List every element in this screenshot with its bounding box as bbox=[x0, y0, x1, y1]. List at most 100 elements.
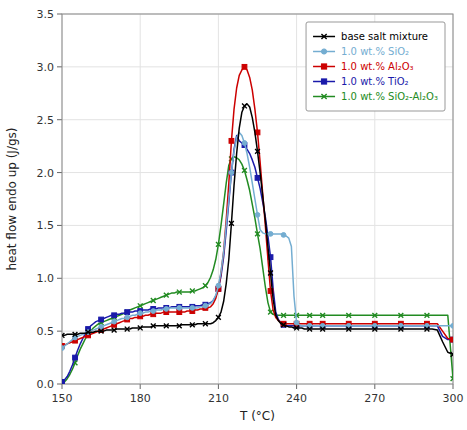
series-line bbox=[62, 132, 453, 348]
x-tick bbox=[62, 384, 63, 389]
series-marker bbox=[203, 303, 208, 308]
series-marker bbox=[294, 326, 299, 331]
series-marker bbox=[216, 315, 221, 320]
series-marker bbox=[203, 321, 208, 326]
y-tick-label: 3.0 bbox=[37, 61, 55, 74]
series-marker bbox=[164, 293, 169, 298]
x-tick bbox=[374, 384, 375, 389]
y-tick-label: 0.5 bbox=[37, 325, 55, 338]
series-marker bbox=[203, 283, 208, 288]
series-marker bbox=[242, 64, 247, 69]
series-marker bbox=[425, 313, 430, 318]
y-grid-line bbox=[62, 278, 453, 279]
x-tick-label: 150 bbox=[52, 392, 73, 405]
series-marker bbox=[451, 376, 453, 381]
series-marker bbox=[62, 346, 64, 351]
series-marker bbox=[281, 233, 286, 238]
series-marker bbox=[164, 323, 169, 328]
x-tick-label: 270 bbox=[364, 392, 385, 405]
legend-marker bbox=[321, 79, 326, 84]
series-marker bbox=[307, 313, 312, 318]
legend: base salt mixture 1.0 wt.% SiO₂ 1.0 wt.% A… bbox=[306, 22, 445, 111]
series-marker bbox=[242, 104, 247, 109]
series-marker bbox=[125, 315, 130, 320]
plot-background bbox=[62, 14, 453, 384]
series-marker bbox=[346, 327, 351, 332]
y-grid-line bbox=[62, 172, 453, 173]
y-tick-label: 1.5 bbox=[37, 219, 55, 232]
y-tick-label: 3.5 bbox=[37, 8, 55, 21]
series-marker bbox=[451, 337, 453, 342]
y-tick-label: 1.0 bbox=[37, 272, 55, 285]
grid bbox=[62, 14, 453, 384]
series-marker bbox=[138, 326, 143, 331]
y-tick bbox=[57, 66, 62, 67]
x-tick bbox=[453, 384, 454, 389]
series-marker bbox=[255, 175, 260, 180]
series-marker bbox=[268, 310, 273, 315]
series-marker bbox=[398, 313, 403, 318]
series-marker bbox=[73, 355, 78, 360]
series-marker bbox=[177, 305, 182, 310]
y-tick-label: 0.0 bbox=[37, 378, 55, 391]
legend-label: 1.0 wt.% Al₂O₃ bbox=[341, 61, 414, 72]
series-marker bbox=[125, 327, 130, 332]
series-marker bbox=[255, 231, 260, 236]
series-marker bbox=[73, 332, 78, 337]
series-marker bbox=[242, 168, 247, 173]
legend-box bbox=[306, 22, 445, 111]
series-marker bbox=[307, 327, 312, 332]
x-tick-label: 180 bbox=[130, 392, 151, 405]
y-tick bbox=[57, 172, 62, 173]
series-marker bbox=[151, 298, 156, 303]
legend-label: 1.0 wt.% SiO₂-Al₂O₃ bbox=[341, 91, 438, 102]
series-marker bbox=[229, 221, 234, 226]
series-marker bbox=[125, 310, 130, 315]
y-tick bbox=[57, 331, 62, 332]
series-group bbox=[62, 64, 453, 384]
y-grid-line bbox=[62, 331, 453, 332]
series-marker bbox=[229, 170, 234, 175]
series-marker bbox=[372, 313, 377, 318]
series-marker bbox=[112, 328, 117, 333]
series-line bbox=[62, 136, 453, 382]
series-marker bbox=[138, 311, 143, 316]
series-marker bbox=[177, 323, 182, 328]
y-tick bbox=[57, 14, 62, 15]
series-marker bbox=[451, 352, 453, 357]
series-marker bbox=[177, 290, 182, 295]
series-marker bbox=[164, 307, 169, 312]
x-tick bbox=[140, 384, 141, 389]
legend-marker bbox=[321, 94, 326, 99]
axes: 1501802102402703000.00.51.01.52.02.53.03… bbox=[37, 8, 464, 405]
y-grid-line bbox=[62, 225, 453, 226]
series-marker bbox=[190, 289, 195, 294]
series-marker bbox=[216, 283, 221, 288]
series-marker bbox=[398, 327, 403, 332]
legend-label: 1.0 wt.% TiO₂ bbox=[341, 76, 409, 87]
legend-marker bbox=[321, 34, 326, 39]
x-tick bbox=[218, 384, 219, 389]
series-marker bbox=[425, 327, 430, 332]
x-tick-label: 240 bbox=[286, 392, 307, 405]
series-marker bbox=[151, 323, 156, 328]
series-marker bbox=[268, 271, 273, 276]
y-tick bbox=[57, 225, 62, 226]
series bbox=[62, 156, 453, 384]
legend-label: base salt mixture bbox=[341, 31, 428, 42]
y-tick-label: 2.5 bbox=[37, 114, 55, 127]
series bbox=[62, 132, 453, 350]
series-marker bbox=[255, 212, 260, 217]
series-marker bbox=[229, 170, 234, 175]
series-line bbox=[62, 157, 453, 384]
series-line bbox=[62, 104, 453, 355]
legend-label: 1.0 wt.% SiO₂ bbox=[341, 46, 409, 57]
series-marker bbox=[216, 242, 221, 247]
legend-marker bbox=[321, 49, 326, 54]
series-marker bbox=[281, 313, 286, 318]
x-grid-line bbox=[218, 14, 219, 384]
y-axis-label: heat flow endo up (J/gs) bbox=[5, 127, 19, 270]
series-marker bbox=[294, 320, 299, 325]
series-marker bbox=[190, 305, 195, 310]
legend-marker bbox=[321, 64, 326, 69]
